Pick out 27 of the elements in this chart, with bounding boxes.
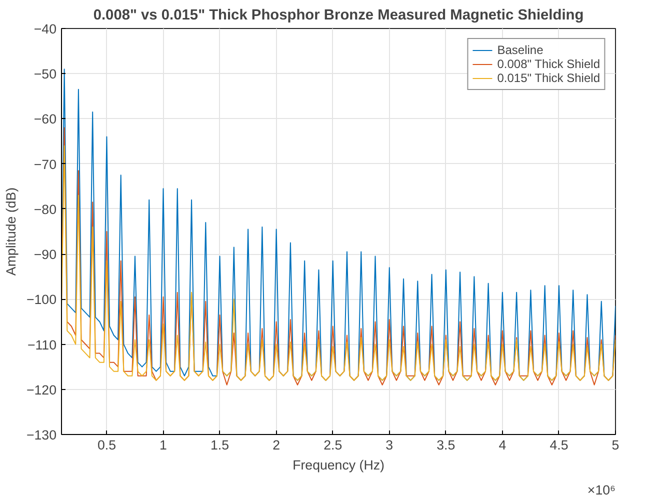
x-tick-label: 0.5: [97, 438, 116, 452]
legend-label: 0.015" Thick Shield: [497, 71, 600, 85]
y-tick-label: −70: [34, 156, 56, 172]
x-tick-label: 3: [386, 438, 394, 452]
x-tick-label: 2.5: [324, 438, 342, 452]
y-tick-label: −130: [26, 428, 57, 442]
y-tick-label: −60: [34, 112, 56, 127]
y-tick-label: −80: [34, 202, 56, 217]
x-tick-label: 2: [272, 438, 280, 452]
text: ×10⁶: [587, 482, 616, 498]
x-tick-label: 1.5: [210, 438, 230, 452]
y-tick-label: −100: [26, 292, 57, 308]
y-tick-label: −50: [34, 66, 56, 82]
y-tick-label: −90: [34, 247, 56, 262]
x-tick-label: 5: [612, 438, 620, 452]
x-tick-label: 4: [498, 438, 507, 452]
y-axis-title: Amplitude (dB): [3, 187, 18, 276]
y-tick-label: −110: [27, 337, 57, 352]
y-tick-label: −120: [26, 382, 57, 398]
x-tick-label: 1: [160, 438, 167, 452]
legend-label: 0.008" Thick Shield: [497, 57, 600, 71]
legend-label: Baseline: [497, 43, 544, 57]
x-tick-label: 3.5: [436, 438, 456, 452]
x-axis-title: Frequency (Hz): [292, 458, 384, 472]
y-tick-label: −40: [34, 22, 56, 36]
chart-title: 0.008" vs 0.015" Thick Phosphor Bronze Measured Magnetic Shielding: [93, 8, 584, 24]
x-tick-label: 4.5: [550, 438, 568, 452]
